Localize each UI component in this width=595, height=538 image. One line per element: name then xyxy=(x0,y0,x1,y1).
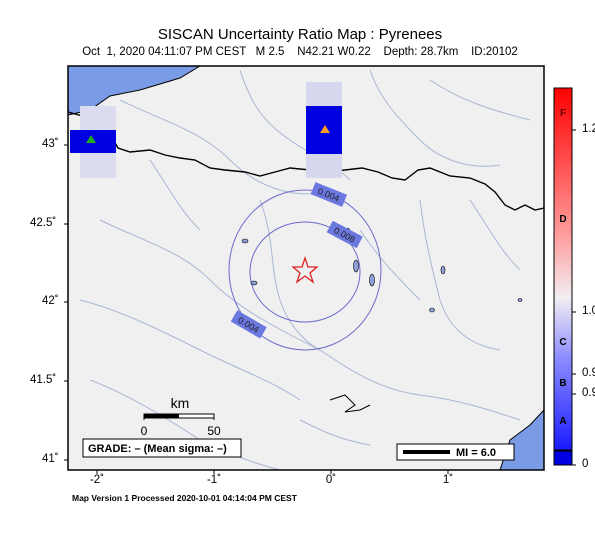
rivers xyxy=(79,69,531,470)
boundary-segment xyxy=(329,394,371,413)
colorbar-value-0-9b: 0.9 xyxy=(582,387,595,399)
colorbar-value-1-2: 1.2 xyxy=(582,123,595,135)
svg-text:MI = 6.0: MI = 6.0 xyxy=(456,447,496,459)
lat-label-42-5: 42.5˚ xyxy=(30,217,57,229)
colorbar-grade-d: D xyxy=(559,214,567,225)
lon-label-0: 0˚ xyxy=(325,474,337,486)
svg-text:GRADE: – (Mean sigma: –): GRADE: – (Mean sigma: –) xyxy=(88,443,227,455)
lat-label-42: 42˚ xyxy=(42,295,59,307)
colorbar-grade-a: A xyxy=(559,416,567,427)
svg-text:50: 50 xyxy=(207,424,221,438)
lat-label-41-5: 41.5˚ xyxy=(30,374,57,386)
lat-label-41: 41˚ xyxy=(42,453,59,465)
colorbar-value-0-9a: 0.9 xyxy=(582,367,595,379)
colorbar-grade-c: C xyxy=(559,337,567,348)
lon-label-minus1: -1˚ xyxy=(206,474,222,486)
uncertainty-contours xyxy=(228,189,382,351)
map-subtitle: Oct 1, 2020 04:11:07 PM CEST M 2.5 N42.2… xyxy=(82,46,518,58)
scale-bar: km 0 50 xyxy=(141,395,221,438)
epicenter-star-icon xyxy=(291,255,319,284)
station-triangle-green-icon xyxy=(86,135,96,143)
lon-label-1: 1˚ xyxy=(442,474,454,486)
axis-ticks xyxy=(64,144,449,474)
svg-text:0: 0 xyxy=(141,424,148,438)
grade-box: GRADE: – (Mean sigma: –) xyxy=(82,438,242,458)
map-frame xyxy=(67,65,545,471)
lon-label-minus2: -2˚ xyxy=(89,474,105,486)
colorbar-value-0: 0 xyxy=(582,458,589,470)
colorbar xyxy=(553,87,576,466)
station-triangle-orange-icon xyxy=(320,125,330,133)
colorbar-grade-f: F xyxy=(559,108,567,119)
bay-of-biscay xyxy=(68,66,200,115)
map-footer: Map Version 1 Processed 2020-10-01 04:14… xyxy=(72,493,297,503)
map-title: SISCAN Uncertainty Ratio Map : Pyrenees xyxy=(157,26,443,43)
lat-label-43: 43˚ xyxy=(42,138,59,150)
colorbar-grade-b: B xyxy=(559,378,567,389)
mi-box: MI = 6.0 xyxy=(396,443,515,461)
svg-text:km: km xyxy=(171,395,190,411)
colorbar-value-1-0: 1.0 xyxy=(582,305,595,317)
